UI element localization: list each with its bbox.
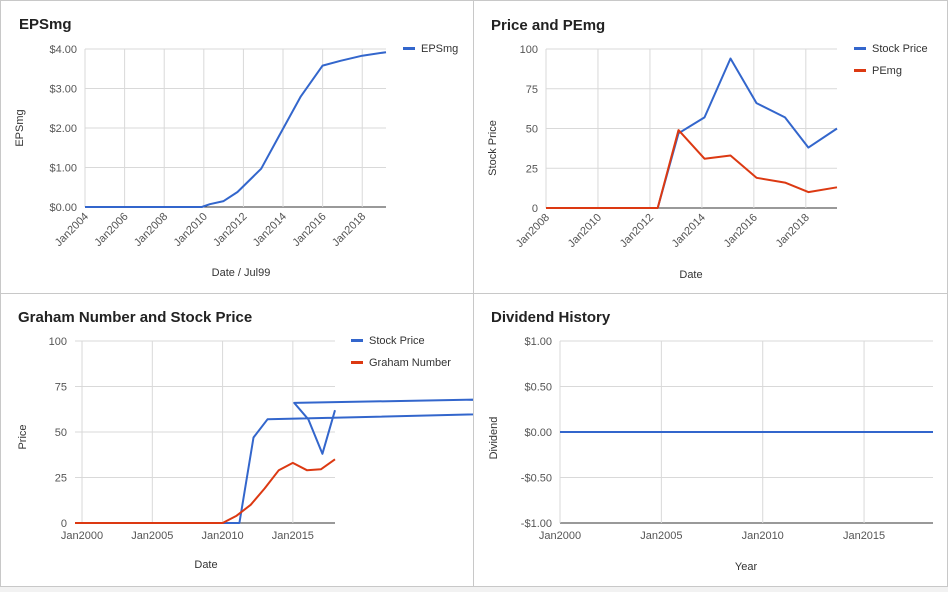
chart-title: EPSmg [19,16,72,33]
eps-chart-panel: EPSmg $0.00 $1.00 $2.00 $3.00 $4.00 Jan2004 Jan… [0,0,474,294]
price-pe-chart-panel: Price and PEmg 0 25 50 75 100 Jan2008 Jan2010 Ja… [473,0,948,294]
series-line-0 [75,398,473,524]
pe-chart-svg: Price and PEmg 0 25 50 75 100 Jan2008 Jan2010 Ja… [487,17,928,281]
chart-title: Graham Number and Stock Price [18,309,252,326]
y-axis-title: Dividend [488,417,500,460]
y-axis-title: Stock Price [487,120,499,176]
y-tick-label: 25 [55,473,67,485]
graham-chart-svg: Graham Number and Stock Price 0 25 50 75 100 J… [17,309,473,571]
x-tick-label: Jan2008 [514,212,552,250]
series-line-1 [546,129,838,209]
x-axis-title: Date [194,559,217,571]
x-tick-label: Jan2010 [172,211,210,249]
y-tick-label: $4.00 [49,44,77,56]
chart-title: Price and PEmg [491,17,605,34]
legend-label: Stock Price [872,43,928,55]
x-tick-label: Jan2005 [640,530,682,542]
x-tick-label: Jan2008 [132,211,170,249]
x-tick-label: Jan2012 [211,211,249,249]
legend-label: PEmg [872,65,902,77]
x-tick-label: Jan2005 [131,530,173,542]
legend-swatch [351,339,363,342]
dividend-chart-panel: Dividend History -$1.00 -$0.50 $0.00 $0.50 $1… [473,293,948,587]
x-tick-label: Jan2012 [618,212,656,250]
x-tick-label: Jan2015 [843,530,885,542]
y-tick-label: $0.50 [524,382,552,394]
legend-swatch [403,47,415,50]
x-tick-label: Jan2010 [201,530,243,542]
legend-label: EPSmg [421,43,458,55]
legend-swatch [854,69,866,72]
x-axis-title: Year [735,561,758,573]
y-tick-label: 75 [55,382,67,394]
y-tick-label: 100 [520,44,538,56]
legend-label: Stock Price [369,335,425,347]
y-axis-title: EPSmg [14,109,26,146]
chart-title: Dividend History [491,309,611,326]
x-axis-title: Date [679,269,702,281]
x-tick-label: Jan2010 [566,212,604,250]
y-tick-label: $1.00 [524,336,552,348]
x-tick-label: Jan2016 [290,211,328,249]
x-tick-label: Jan2000 [539,530,581,542]
x-tick-label: Jan2014 [251,211,289,249]
y-tick-label: 100 [49,336,67,348]
legend-label: Graham Number [369,357,451,369]
x-tick-label: Jan2018 [774,212,812,250]
x-tick-label: Jan2006 [92,211,130,249]
y-tick-label: $1.00 [49,163,77,175]
y-tick-label: 50 [526,124,538,136]
legend-swatch [351,361,363,364]
x-tick-label: Jan2000 [61,530,103,542]
y-tick-label: $2.00 [49,123,77,135]
y-tick-label: 0 [532,203,538,215]
y-tick-label: -$0.50 [521,473,552,485]
dividend-chart-svg: Dividend History -$1.00 -$0.50 $0.00 $0.50 $1… [488,309,933,573]
y-tick-label: 50 [55,427,67,439]
y-axis-title: Price [17,424,29,449]
y-tick-label: 25 [526,163,538,175]
x-tick-label: Jan2015 [272,530,314,542]
y-tick-label: -$1.00 [521,518,552,530]
y-tick-label: 0 [61,518,67,530]
x-tick-label: Jan2014 [670,212,708,250]
y-tick-label: 75 [526,84,538,96]
x-axis-title: Date / Jul99 [212,267,271,279]
x-tick-label: Jan2004 [53,211,91,249]
x-tick-label: Jan2018 [330,211,368,249]
x-tick-label: Jan2016 [722,212,760,250]
y-tick-label: $3.00 [49,84,77,96]
y-tick-label: $0.00 [524,427,552,439]
series-line-0 [85,51,387,208]
legend-swatch [854,47,866,50]
series-line-1 [75,458,336,524]
x-tick-label: Jan2010 [742,530,784,542]
graham-chart-panel: Graham Number and Stock Price 0 25 50 75 100 J… [0,293,474,587]
y-tick-label: $0.00 [49,202,77,214]
